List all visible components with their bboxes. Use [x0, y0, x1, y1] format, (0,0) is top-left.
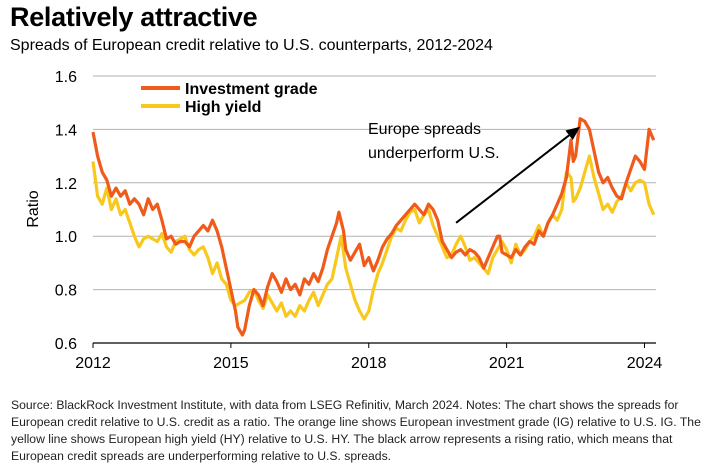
- legend: Investment grade High yield: [141, 81, 318, 116]
- chart-title: Relatively attractive: [10, 2, 258, 32]
- legend-label-investment-grade: Investment grade: [185, 81, 318, 98]
- source-note: Source: BlackRock Investment Institute, …: [11, 398, 701, 463]
- annotation-arrow: [455, 134, 570, 224]
- x-tick-label: 2015: [213, 355, 249, 372]
- annotation: Europe spreads underperform U.S.: [368, 121, 581, 224]
- y-tick-label: 1.4: [55, 122, 77, 139]
- series-line-high-yield: [91, 154, 656, 321]
- x-tick-label: 2018: [351, 355, 387, 372]
- x-tick-label: 2024: [627, 355, 663, 372]
- y-tick-label: 0.8: [55, 283, 77, 300]
- annotation-line-2: underperform U.S.: [368, 145, 500, 162]
- annotation-line-1: Europe spreads: [368, 121, 481, 138]
- x-tick-label: 2012: [75, 355, 111, 372]
- legend-label-high-yield: High yield: [185, 99, 261, 116]
- y-tick-label: 1.6: [55, 69, 77, 86]
- y-axis-label: Ratio: [25, 190, 42, 227]
- y-tick-labels: 0.6 0.8 1.0 1.2 1.4 1.6: [55, 69, 77, 353]
- annotation-arrow-head: [565, 126, 581, 141]
- y-tick-label: 1.2: [55, 176, 77, 193]
- y-tick-label: 0.6: [55, 336, 77, 353]
- chart-subtitle: Spreads of European credit relative to U…: [10, 37, 493, 54]
- series-line-investment-grade: [91, 117, 656, 337]
- x-tick-label: 2021: [489, 355, 525, 372]
- line-chart: 0.60.81.01.21.41.6 2012 2015 2018 2021 2024 …: [25, 69, 662, 372]
- gridlines: [93, 75, 656, 344]
- x-tick-labels: 2012 2015 2018 2021 2024: [75, 343, 662, 372]
- series-layer: [91, 117, 656, 337]
- y-tick-label: 1.0: [55, 229, 77, 246]
